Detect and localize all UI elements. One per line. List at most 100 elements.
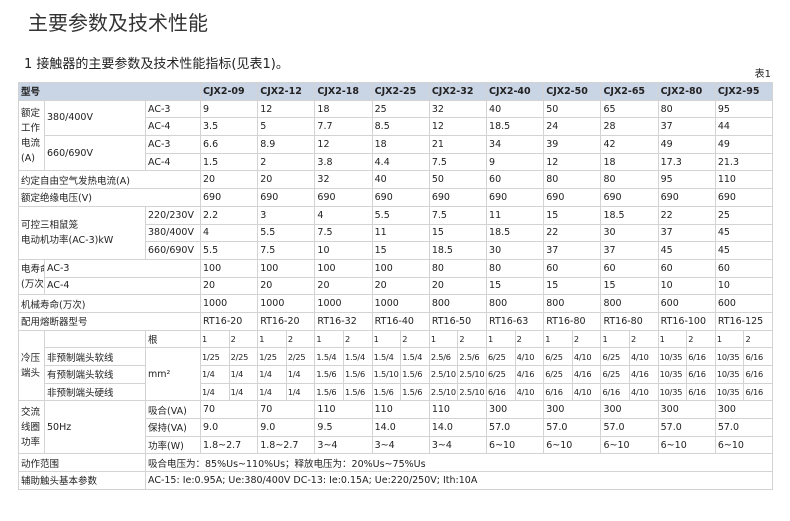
count-cell: 1 (257, 329, 287, 349)
count-cell: 1 (486, 329, 516, 349)
value-cell: 3~4 (428, 435, 488, 455)
value-cell: 18.5 (600, 205, 659, 225)
value-cell: 6~10 (657, 435, 716, 455)
value-cell: 1/25 (200, 347, 230, 366)
model-name: CJX2-95 (714, 82, 774, 101)
value-cell: 12 (428, 117, 488, 137)
value-cell: 6/16 (743, 365, 774, 384)
value-cell: 2/25 (228, 347, 259, 366)
value-cell: 110 (714, 170, 774, 190)
value-cell: 20 (314, 276, 373, 296)
table-row: AC-4 3.5 5 7.7 8.5 12 18.5 24 28 37 44 (19, 117, 774, 137)
value-cell: 15 (428, 223, 488, 243)
category-label: AC-3 (144, 135, 202, 154)
value-cell: RT16-20 (200, 311, 259, 331)
value-cell: 1.8~2.7 (200, 435, 259, 455)
model-name: CJX2-32 (428, 82, 488, 101)
value-cell: 80 (657, 99, 716, 119)
value-cell: 10/35 (657, 365, 688, 384)
count-cell: 2 (629, 329, 659, 349)
value-cell: 14.0 (371, 418, 430, 437)
count-cell: 2 (285, 329, 316, 349)
count-cell: 1 (600, 329, 631, 349)
value-cell: 95 (714, 99, 774, 119)
model-name: CJX2-18 (314, 82, 373, 101)
value-cell: 7.5 (257, 241, 316, 260)
value-cell: 57.0 (657, 418, 716, 437)
value-cell: 10/35 (714, 365, 745, 384)
spec-table: 型号 CJX2-09 CJX2-12 CJX2-18 CJX2-25 CJX2-32 CJX… (17, 82, 774, 490)
value-cell: 1/25 (257, 347, 287, 366)
value-cell: 60 (486, 170, 545, 190)
value-cell: 7.5 (428, 152, 488, 172)
value-cell: 10/35 (714, 347, 745, 366)
table-row: 动作范围 吸合电压为：85%Us~110%Us；释放电压为：20%Us~75%Us (18, 453, 774, 473)
value-cell: 4/16 (514, 365, 545, 384)
value-cell: 80 (428, 258, 488, 278)
value-cell: 6.6 (200, 135, 259, 154)
value-cell: 39 (543, 135, 602, 154)
value-cell: 100 (314, 258, 373, 278)
value-cell: 10/35 (657, 382, 688, 402)
value-cell: 6/16 (743, 347, 774, 366)
value-cell: 1000 (314, 294, 373, 313)
value-cell: 2.5/10 (457, 382, 488, 402)
value-cell: 800 (543, 294, 602, 313)
value-cell: 40 (371, 170, 430, 190)
wire-label: 非预制端头软线 (44, 347, 146, 366)
label-line: 冷压 (21, 352, 41, 364)
table-row: AC-4 1.5 2 3.8 4.4 7.5 9 12 18 17.3 21.3 (19, 152, 774, 172)
table-row: 机械寿命(万次) 1000 1000 1000 1000 800 800 800 800 600 6… (17, 294, 774, 313)
value-cell: RT16-20 (257, 311, 316, 331)
value-cell: 2.5/10 (428, 382, 459, 402)
value-cell: 6/25 (543, 347, 573, 366)
value-cell: 4.4 (371, 152, 430, 172)
value-cell: RT16-50 (428, 311, 488, 331)
group-label: 电寿命 (万次) (18, 258, 45, 296)
value-cell: 1.5/6 (400, 365, 430, 384)
value-cell: 5.5 (257, 223, 316, 243)
value-cell: 4 (200, 223, 259, 243)
model-name: CJX2-50 (543, 82, 602, 101)
item-label: 保持(VA) (144, 418, 202, 437)
value-cell: 15 (543, 205, 602, 225)
value-cell: 20 (428, 276, 488, 296)
value-cell: 22 (657, 205, 716, 225)
value-cell: 11 (371, 223, 430, 243)
row-label: 机械寿命(万次) (17, 294, 202, 313)
value-cell: 50 (543, 99, 602, 119)
model-name: CJX2-65 (600, 82, 659, 101)
item-label: 功率(W) (144, 435, 202, 455)
table-row: 660/690V AC-3 6.6 8.9 12 18 21 34 39 42 49 49 (19, 135, 774, 172)
label-line: (万次) (21, 279, 44, 291)
value-cell: 1.5/6 (343, 365, 373, 384)
row-label: 动作范围 (18, 453, 146, 473)
label-line: (A) (21, 152, 35, 164)
value-cell: 15 (486, 276, 545, 296)
value-cell: 18.5 (428, 241, 488, 260)
count-cell: 1 (714, 329, 745, 349)
label-line: 电动机功率(AC-3)kW (21, 234, 114, 246)
row-label: 辅助触头基本参数 (18, 471, 146, 490)
value-cell: 49 (657, 135, 716, 154)
value-cell: 1/4 (228, 365, 259, 384)
value-cell: 8.9 (257, 135, 316, 154)
value-cell: 690 (257, 188, 316, 207)
value-cell: 2/25 (285, 347, 316, 366)
count-cell: 2 (743, 329, 774, 349)
value-cell: 37 (543, 241, 602, 260)
model-name: CJX2-25 (371, 82, 430, 101)
model-label: 型号 (17, 82, 202, 101)
value-cell: 10 (314, 241, 373, 260)
value-cell: 3.8 (314, 152, 373, 172)
voltage-label: 220/230V (144, 205, 202, 225)
value-cell: 300 (486, 400, 545, 420)
value-cell: 80 (543, 170, 602, 190)
value-cell: 15 (543, 276, 602, 296)
value-cell: 1.5/4 (371, 347, 402, 366)
unit-label: 根 (144, 329, 202, 349)
value-cell: 15 (371, 241, 430, 260)
value-cell: 1.5/6 (314, 382, 345, 402)
table-row: 380/400V 4 5.5 7.5 11 15 18.5 22 30 37 45 (19, 223, 774, 243)
